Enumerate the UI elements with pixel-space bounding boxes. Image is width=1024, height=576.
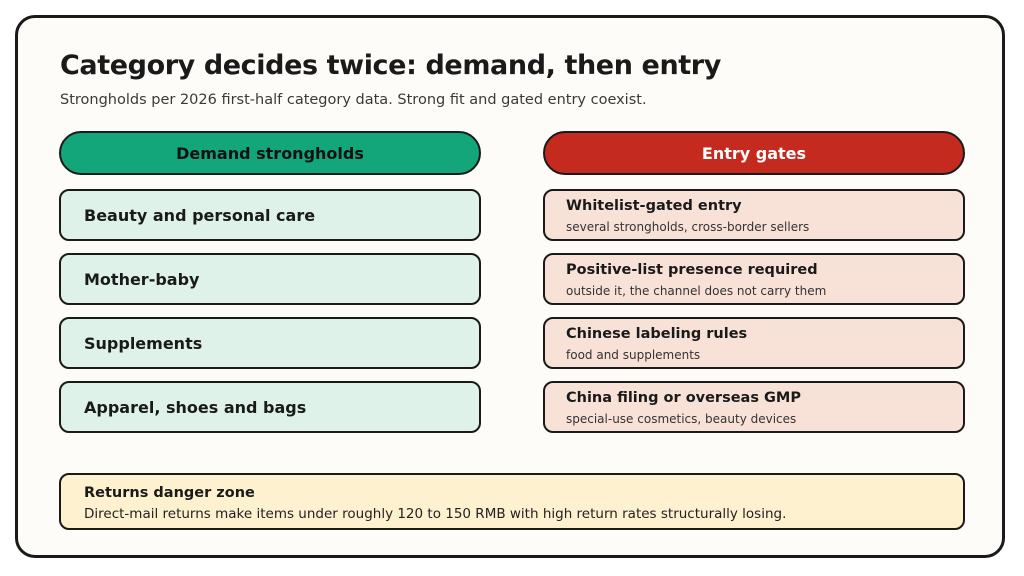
gate-item-labeling: Chinese labeling rules food and suppleme… <box>543 317 965 369</box>
gate-note: outside it, the channel does not carry t… <box>566 284 827 298</box>
demand-item-mother-baby: Mother-baby <box>59 253 481 305</box>
returns-danger-zone-box: Returns danger zone Direct-mail returns … <box>59 473 965 530</box>
gate-note: special-use cosmetics, beauty devices <box>566 412 797 426</box>
returns-title: Returns danger zone <box>84 485 255 501</box>
demand-item-beauty: Beauty and personal care <box>59 189 481 241</box>
gate-note: several strongholds, cross-border seller… <box>566 220 810 234</box>
page-title: Category decides twice: demand, then ent… <box>60 50 721 81</box>
gate-title: Positive-list presence required <box>566 262 818 278</box>
page-subtitle: Strongholds per 2026 first-half category… <box>60 92 647 108</box>
demand-strongholds-header: Demand strongholds <box>59 131 481 175</box>
gate-item-whitelist: Whitelist-gated entry several stronghold… <box>543 189 965 241</box>
gate-title: Whitelist-gated entry <box>566 198 742 214</box>
gate-note: food and supplements <box>566 348 701 362</box>
demand-item-apparel: Apparel, shoes and bags <box>59 381 481 433</box>
returns-text: Direct-mail returns make items under rou… <box>84 506 787 522</box>
demand-item-supplements: Supplements <box>59 317 481 369</box>
gate-title: Chinese labeling rules <box>566 326 748 342</box>
entry-gates-header: Entry gates <box>543 131 965 175</box>
gate-title: China filing or overseas GMP <box>566 390 801 406</box>
gate-item-positive-list: Positive-list presence required outside … <box>543 253 965 305</box>
gate-item-filing: China filing or overseas GMP special-use… <box>543 381 965 433</box>
